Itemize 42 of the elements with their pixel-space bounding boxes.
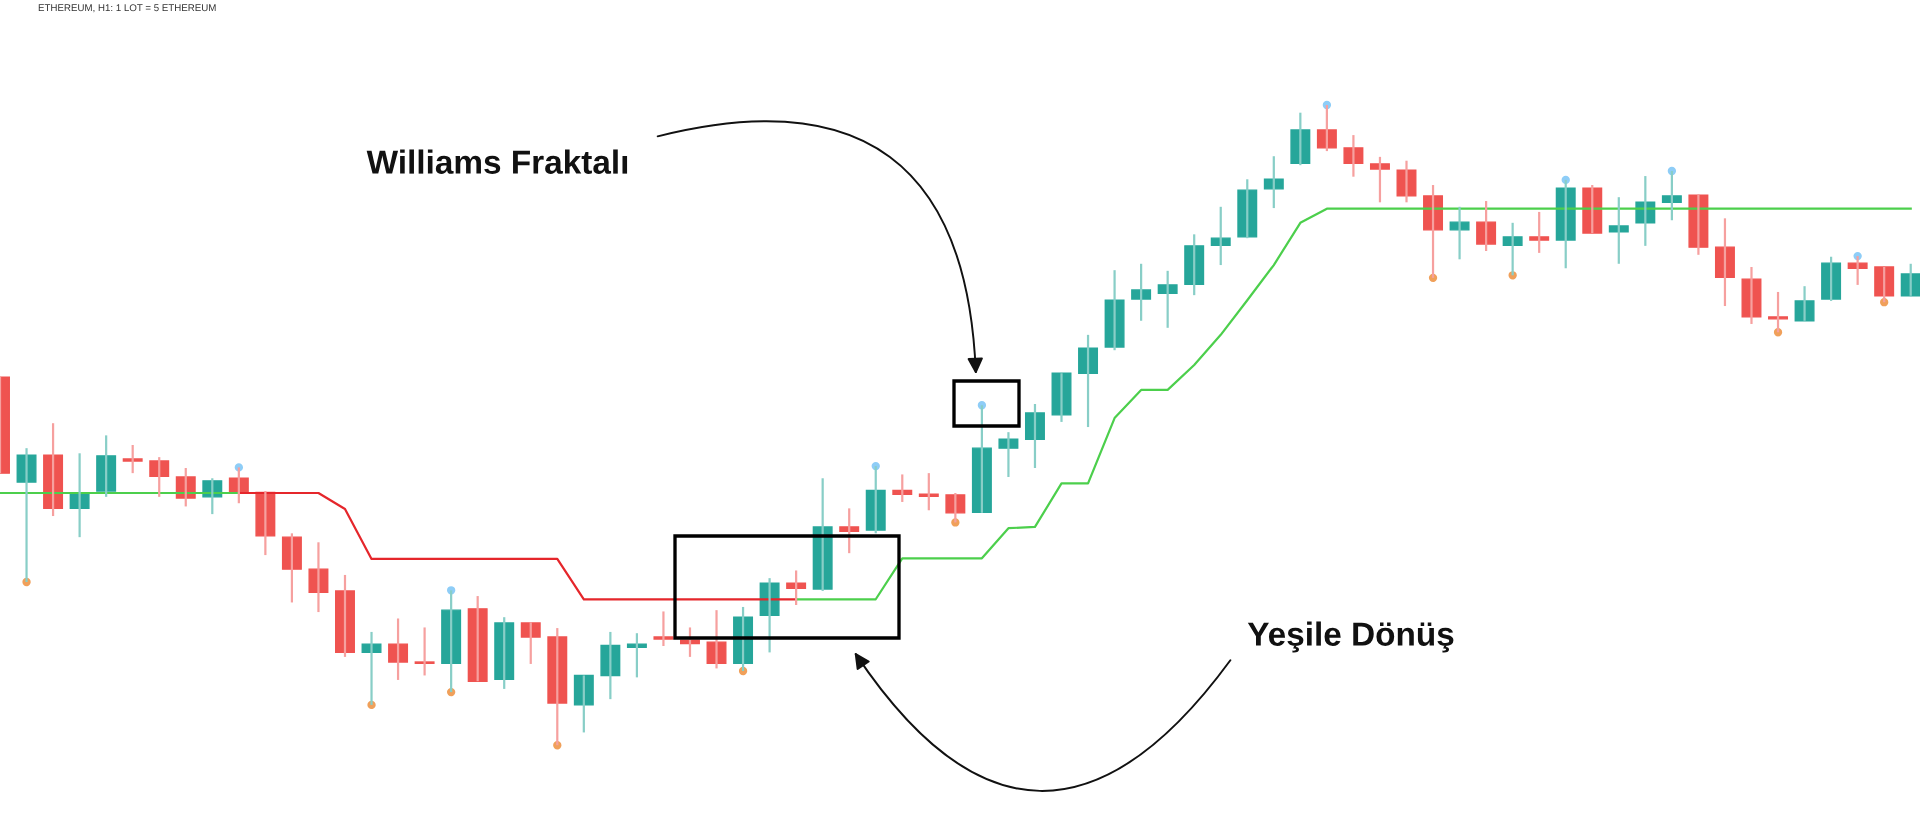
- candlestick: [1476, 199, 1497, 253]
- candlestick: [441, 589, 462, 694]
- annotation: Williams Fraktalı: [366, 149, 628, 174]
- chart-title: ETHEREUM, H1: 1 LOT = 5 ETHEREUM: [38, 4, 216, 13]
- candlestick: [96, 434, 117, 498]
- candlestick: [1131, 262, 1152, 322]
- candlestick: [281, 532, 302, 604]
- candlestick: [1847, 254, 1868, 287]
- candlestick: [1184, 233, 1205, 297]
- candlestick: [1529, 210, 1550, 255]
- candlestick: [122, 443, 143, 475]
- candlestick: [839, 507, 860, 555]
- candlestick: [1024, 402, 1045, 470]
- candlestick: [1157, 269, 1178, 329]
- candlestick: [653, 610, 674, 648]
- candlestick: [1821, 255, 1842, 303]
- candlestick: [626, 632, 647, 679]
- candlestick: [520, 621, 541, 666]
- candlestick: [149, 456, 170, 498]
- candlestick: [573, 674, 594, 734]
- candlestick: [1369, 155, 1390, 204]
- candlestick: [1263, 155, 1284, 210]
- candlestick: [494, 616, 515, 691]
- candlestick: [335, 573, 355, 658]
- candlestick: [1768, 290, 1789, 334]
- candlestick: [467, 594, 488, 683]
- candlestick: [1661, 169, 1682, 222]
- candlestick: [1290, 111, 1311, 167]
- candlestick: [388, 617, 409, 682]
- candlestick: [1210, 205, 1231, 267]
- candlestick: [414, 626, 435, 677]
- candlestick: [971, 404, 992, 514]
- candlestick: [1874, 265, 1895, 304]
- candlestick: [945, 491, 966, 524]
- candlestick: [1237, 178, 1258, 240]
- candlestick: [1502, 221, 1523, 277]
- candlestick: [1449, 205, 1470, 261]
- candlestick: [547, 626, 568, 747]
- candlestick: [1316, 103, 1337, 153]
- candlestick: [1714, 217, 1735, 308]
- annotation: Yeşile Dönüş: [1247, 621, 1454, 653]
- candlestick: [865, 464, 886, 535]
